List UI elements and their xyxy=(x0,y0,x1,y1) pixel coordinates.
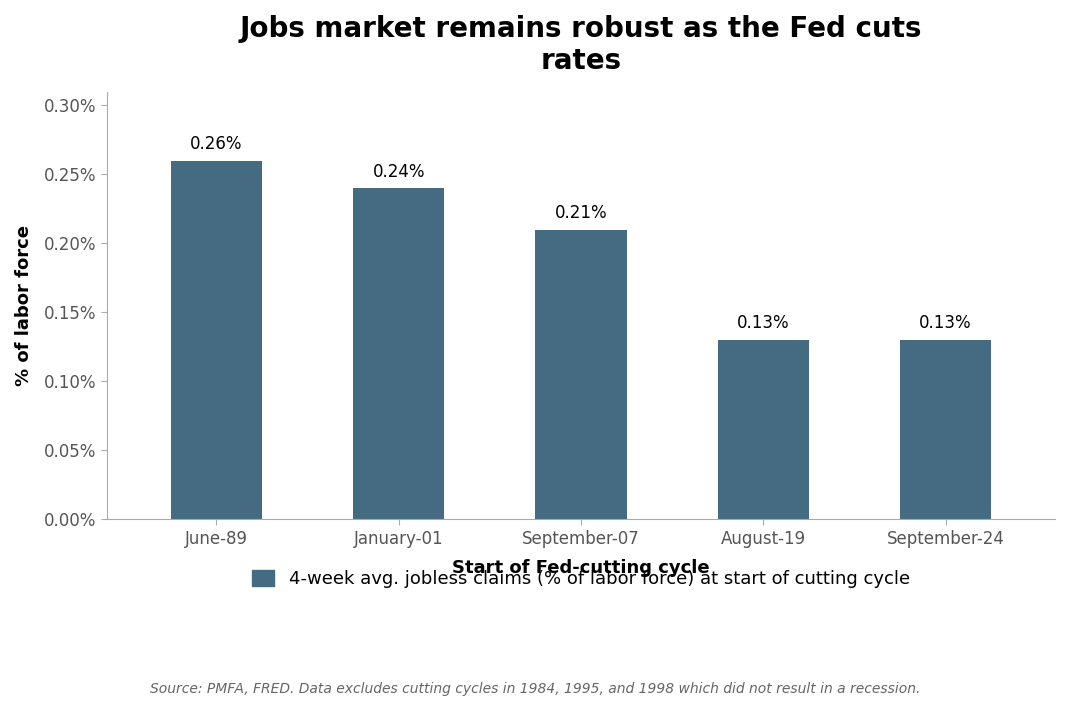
Text: 0.13%: 0.13% xyxy=(919,314,972,332)
Legend: 4-week avg. jobless claims (% of labor force) at start of cutting cycle: 4-week avg. jobless claims (% of labor f… xyxy=(245,563,917,596)
Text: 0.13%: 0.13% xyxy=(737,314,790,332)
Bar xyxy=(535,230,627,520)
Y-axis label: % of labor force: % of labor force xyxy=(15,225,33,386)
Text: 0.21%: 0.21% xyxy=(554,204,608,222)
Text: 0.24%: 0.24% xyxy=(372,163,425,181)
Title: Jobs market remains robust as the Fed cuts
rates: Jobs market remains robust as the Fed cu… xyxy=(240,15,922,75)
Text: 0.26%: 0.26% xyxy=(190,135,243,153)
Bar xyxy=(900,340,991,520)
Bar xyxy=(353,188,444,520)
Bar xyxy=(171,161,262,520)
X-axis label: Start of Fed-cutting cycle: Start of Fed-cutting cycle xyxy=(453,559,709,577)
Bar xyxy=(718,340,809,520)
Text: Source: PMFA, FRED. Data excludes cutting cycles in 1984, 1995, and 1998 which d: Source: PMFA, FRED. Data excludes cuttin… xyxy=(150,681,920,696)
